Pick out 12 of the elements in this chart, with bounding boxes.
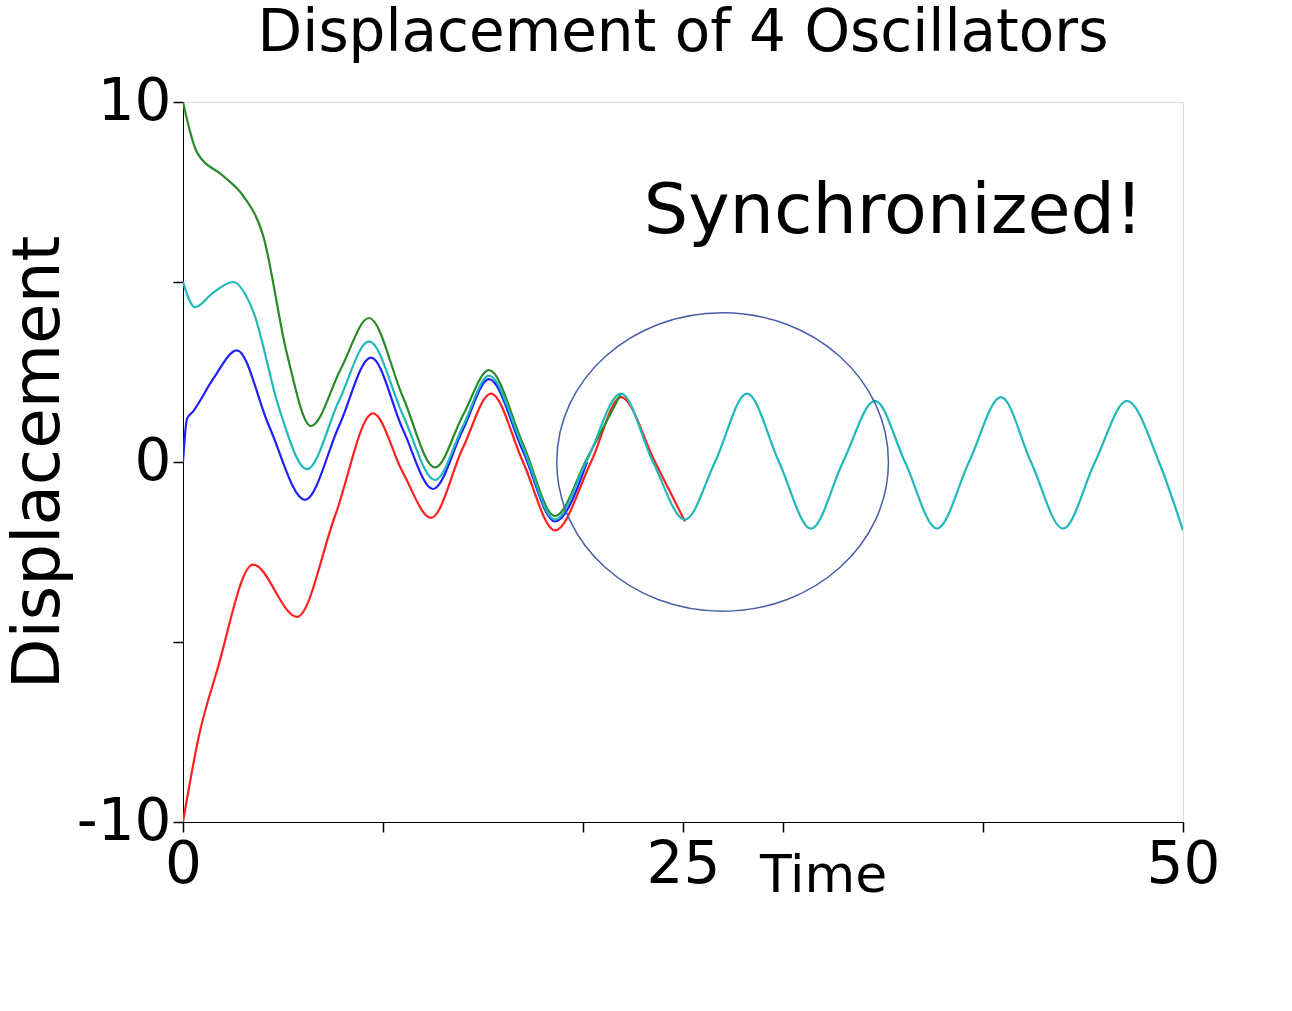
annotation: Synchronized! xyxy=(643,168,1143,250)
chart-title: Displacement of 4 Oscillators xyxy=(257,0,1109,65)
line-series xyxy=(183,280,1183,532)
y-tick-label: 10 xyxy=(97,65,172,134)
line-series xyxy=(183,102,623,518)
x-axis-title: Time xyxy=(758,843,888,904)
y-tick-label: 0 xyxy=(134,425,172,494)
x-tick-label: 25 xyxy=(646,828,721,897)
line-series xyxy=(183,392,687,822)
y-axis-title: Displacement xyxy=(0,235,75,690)
line-series xyxy=(183,349,589,523)
x-tick-label: 50 xyxy=(1146,828,1221,897)
